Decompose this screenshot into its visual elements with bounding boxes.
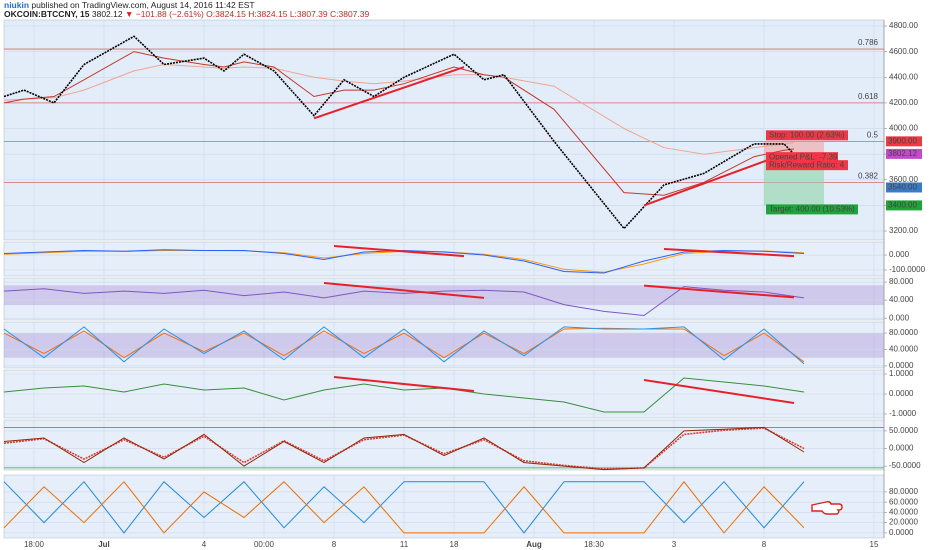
price-tag	[886, 136, 922, 147]
panel-background	[3, 321, 885, 369]
panel-background	[3, 19, 885, 241]
series-line	[3, 480, 805, 534]
y-tick-label: 80.000	[889, 277, 914, 286]
y-tick-label: 40.000	[889, 295, 914, 304]
stop_label: Stop: 100.00 (2.63%)	[769, 130, 845, 139]
y-tick-label: 0.0000	[889, 389, 914, 398]
trend-line	[643, 379, 795, 404]
price-tag-label: 3802.12	[888, 149, 917, 158]
rr_label: Risk/Reward Ratio: 4	[769, 160, 845, 169]
x-tick-label: 18	[450, 540, 459, 549]
y-tick-label: 4200.00	[889, 98, 918, 107]
trend-line	[333, 245, 465, 258]
x-tick-label: 3	[672, 540, 677, 549]
header-line: niukin published on TradingView.com, Aug…	[4, 0, 255, 10]
x-tick-label: 18:30	[584, 540, 605, 549]
ohlc: O:3824.15 H:3824.15 L:3807.39 C:3807.39	[206, 9, 369, 19]
trend-line	[643, 284, 795, 299]
y-tick-label: 4000.00	[889, 124, 918, 133]
x-tick-label: 00:00	[254, 540, 275, 549]
y-tick-label: 0.0000	[889, 528, 914, 537]
x-tick-label: 11	[400, 540, 409, 549]
y-tick-label: 4400.00	[889, 72, 918, 81]
x-tick-label: 8	[762, 540, 767, 549]
y-tick-label: 60.0000	[889, 497, 918, 506]
y-tick-label: 1.0000	[889, 369, 914, 378]
trend-line	[333, 376, 475, 392]
rr_label-box	[766, 160, 848, 171]
y-tick-label: -100.0000	[889, 265, 926, 274]
series-line	[3, 377, 805, 413]
series-line	[3, 286, 805, 317]
author[interactable]: niukin	[4, 0, 29, 10]
series-line	[3, 327, 805, 363]
x-tick-label: 18:00	[24, 540, 45, 549]
last-price: 3802.12	[92, 9, 123, 19]
price-tag	[886, 200, 922, 211]
series-line	[3, 480, 805, 534]
x-tick-label: 8	[332, 540, 337, 549]
series-line	[3, 63, 795, 155]
price-tag-label: 3900.00	[888, 136, 917, 145]
y-tick-label: 50.0000	[889, 426, 918, 435]
series-line	[3, 426, 805, 471]
trend-line	[643, 153, 785, 207]
band	[4, 285, 884, 306]
y-tick-label: 0.000	[889, 250, 910, 259]
y-tick-label: -1.0000	[889, 409, 917, 418]
y-tick-label: 80.0000	[889, 328, 918, 337]
fib-label: 0.5	[867, 130, 879, 139]
change: ▼ −101.88 (−2.61%)	[125, 9, 204, 19]
price-tag-label: 3540.00	[888, 183, 917, 192]
y-tick-label: -50.0000	[889, 461, 921, 470]
x-tick-label: Jul	[98, 540, 110, 549]
pointer-icon	[811, 501, 843, 515]
panel-background	[3, 241, 885, 277]
plots: 3200.003400.003600.003800.004000.004200.…	[3, 19, 926, 549]
symbol: OKCOIN:BTCCNY, 15	[4, 9, 90, 19]
y-tick-label: 80.0000	[889, 487, 918, 496]
y-tick-label: 40.0000	[889, 345, 918, 354]
fib-label: 0.786	[858, 38, 879, 47]
target_label: Target: 400.00 (10.53%)	[769, 205, 855, 214]
y-tick-label: 0.0000	[889, 444, 914, 453]
x-tick-label: 15	[870, 540, 879, 549]
x-tick-label: Aug	[526, 540, 542, 549]
y-tick-label: 4800.00	[889, 21, 918, 30]
series-line	[3, 35, 795, 230]
price-tag-label: 3400.00	[888, 201, 917, 210]
y-tick-label: 3600.00	[889, 175, 918, 184]
panel-background	[3, 474, 885, 539]
pnl_label-box	[766, 152, 838, 163]
panel-background	[3, 277, 885, 321]
y-tick-label: 0.0000	[889, 361, 914, 370]
price-tag	[886, 182, 922, 193]
symbol-line: OKCOIN:BTCCNY, 15 3802.12 ▼ −101.88 (−2.…	[4, 9, 369, 19]
price-tag	[886, 148, 922, 159]
y-tick-label: 0.000	[889, 313, 910, 322]
y-tick-label: 20.0000	[889, 518, 918, 527]
trend-line	[663, 248, 795, 258]
trend-line	[323, 281, 485, 299]
byline: published on TradingView.com, August 14,…	[31, 0, 254, 10]
trend-line	[313, 66, 465, 120]
stop_label-box	[766, 130, 848, 141]
series-line	[3, 51, 795, 196]
y-tick-label: 3200.00	[889, 226, 918, 235]
fib-label: 0.382	[858, 171, 879, 180]
series-line	[3, 326, 805, 365]
x-tick-label: 4	[202, 540, 207, 549]
pnl_label: Opened P&L: -7.39	[769, 152, 838, 161]
band	[4, 333, 884, 358]
target_label-box	[766, 204, 858, 215]
y-tick-label: 40.0000	[889, 507, 918, 516]
y-tick-label: 4600.00	[889, 47, 918, 56]
fib-label: 0.618	[858, 92, 879, 101]
